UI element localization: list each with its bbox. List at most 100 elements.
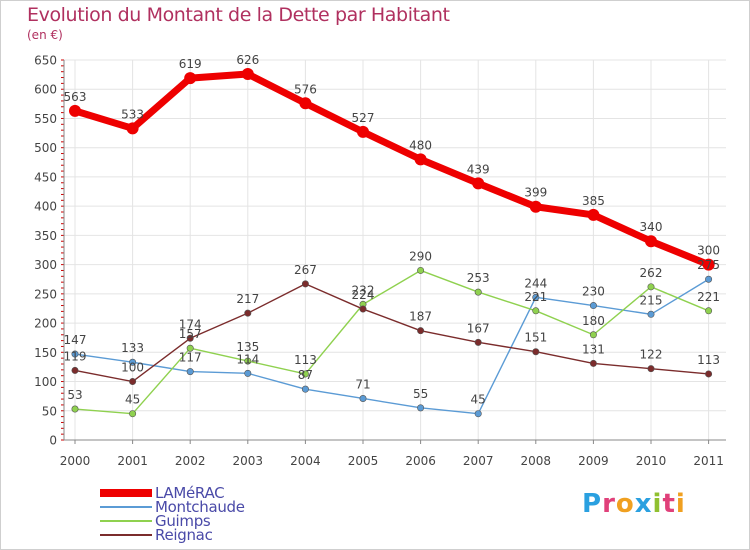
data-point: [705, 307, 713, 315]
x-tick-label: 2011: [693, 454, 724, 468]
data-point: [301, 385, 309, 393]
data-point: [417, 404, 425, 412]
y-tick-label: 600: [34, 83, 57, 97]
data-label: 576: [294, 82, 317, 96]
data-label: 117: [179, 351, 202, 365]
legend-item: Guimps: [100, 512, 300, 530]
y-tick-label: 100: [34, 375, 57, 389]
data-point: [244, 357, 252, 365]
data-point: [186, 368, 194, 376]
data-label: 131: [582, 342, 605, 356]
data-label: 626: [236, 53, 259, 67]
legend-item: Montchaude: [100, 498, 300, 516]
data-label: 563: [64, 90, 87, 104]
data-point: [532, 348, 540, 356]
data-point: [532, 307, 540, 315]
data-label: 114: [236, 352, 259, 366]
logo-letter: i: [675, 489, 686, 519]
data-point: [244, 309, 252, 317]
data-label: 385: [582, 194, 605, 208]
data-label: 480: [409, 138, 432, 152]
data-point: [702, 258, 715, 271]
y-tick-label: 400: [34, 200, 57, 214]
x-tick-label: 2005: [348, 454, 379, 468]
data-label: 45: [125, 393, 140, 407]
data-label: 180: [582, 314, 605, 328]
data-point: [244, 369, 252, 377]
y-tick-label: 650: [34, 54, 57, 68]
data-point: [645, 235, 657, 248]
data-point: [417, 266, 425, 274]
y-tick-label: 50: [42, 404, 57, 418]
x-tick-label: 2010: [636, 454, 667, 468]
data-point: [589, 302, 597, 310]
data-label: 100: [121, 361, 144, 375]
data-point: [474, 410, 482, 418]
chart-title: Evolution du Montant de la Dette par Hab…: [27, 4, 450, 26]
data-label: 399: [524, 186, 547, 200]
data-point: [474, 288, 482, 296]
series-line-montchaude: [74, 278, 710, 415]
data-label: 232: [352, 283, 375, 297]
data-label: 187: [409, 310, 432, 324]
data-label: 53: [67, 388, 82, 402]
data-point: [529, 200, 542, 213]
data-label: 71: [355, 377, 370, 391]
data-point: [474, 338, 482, 346]
legend-swatch: [100, 520, 152, 522]
data-point: [186, 344, 194, 352]
data-point: [126, 122, 139, 135]
data-point: [647, 365, 655, 373]
data-label: 45: [471, 393, 486, 407]
data-label: 135: [236, 340, 259, 354]
data-label: 113: [294, 353, 317, 367]
data-label: 619: [179, 57, 202, 71]
data-point: [129, 410, 137, 418]
legend-item: Reignac: [100, 526, 300, 544]
data-point: [589, 359, 597, 367]
data-point: [359, 305, 367, 313]
data-point: [472, 177, 485, 190]
data-label: 147: [64, 333, 87, 347]
data-label: 174: [179, 317, 202, 331]
y-tick-label: 0: [49, 434, 57, 448]
x-tick-label: 2004: [290, 454, 321, 468]
data-label: 439: [467, 162, 490, 176]
data-point: [301, 370, 309, 378]
data-point: [129, 378, 137, 386]
data-point: [705, 275, 713, 283]
data-label: 113: [697, 353, 720, 367]
data-label: 340: [640, 220, 663, 234]
logo-letter: t: [662, 489, 676, 519]
chart-subtitle: (en €): [27, 28, 63, 42]
x-tick-label: 2002: [175, 454, 206, 468]
data-point: [129, 358, 137, 366]
data-label: 262: [640, 266, 663, 280]
data-label: 221: [524, 290, 547, 304]
data-label: 267: [294, 263, 317, 277]
y-tick-label: 250: [34, 287, 57, 301]
data-label: 527: [352, 111, 375, 125]
data-label: 300: [697, 244, 720, 258]
legend-label: Guimps: [155, 512, 211, 530]
data-point: [589, 331, 597, 339]
data-point: [71, 350, 79, 358]
data-label: 244: [524, 276, 547, 290]
legend-label: LAMéRAC: [155, 484, 225, 502]
data-point: [184, 72, 197, 85]
x-tick-label: 2007: [463, 454, 494, 468]
data-label: 224: [352, 288, 375, 302]
data-point: [647, 283, 655, 291]
data-point: [299, 97, 312, 110]
data-point: [414, 153, 427, 166]
data-point: [647, 310, 655, 318]
series-line-reignac: [74, 283, 710, 383]
data-label: 275: [697, 258, 720, 272]
data-label: 221: [697, 290, 720, 304]
data-label: 151: [524, 331, 547, 345]
data-point: [186, 334, 194, 342]
data-point: [71, 366, 79, 374]
data-point: [357, 125, 369, 138]
